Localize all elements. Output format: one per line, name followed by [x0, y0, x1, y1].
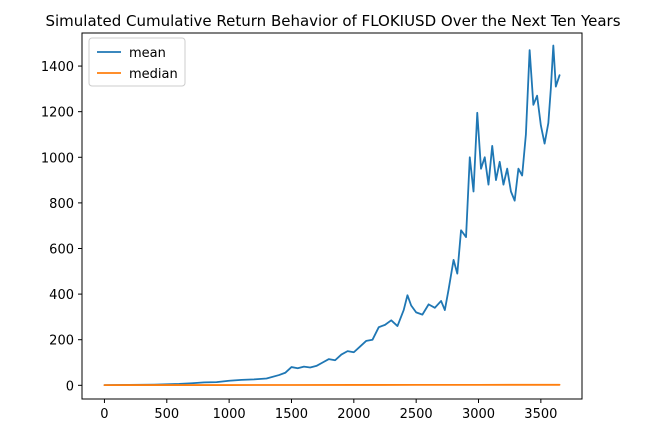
- x-tick-label: 0: [100, 407, 108, 422]
- x-tick-label: 500: [154, 407, 179, 422]
- y-tick-label: 1000: [41, 151, 74, 166]
- y-axis: 0 200 400 600 800 1000 1200 1400: [41, 60, 82, 394]
- legend-label-median: median: [129, 67, 178, 82]
- y-tick-label: 0: [66, 379, 74, 394]
- y-tick-label: 200: [49, 334, 74, 349]
- x-tick-label: 2500: [400, 407, 433, 422]
- chart-title: Simulated Cumulative Return Behavior of …: [45, 12, 620, 30]
- plot-frame: [81, 32, 583, 400]
- y-tick-label: 800: [49, 197, 74, 212]
- x-tick-label: 3000: [462, 407, 495, 422]
- series-line-mean: [103, 44, 561, 386]
- y-tick-label: 1200: [41, 106, 74, 121]
- x-tick-label: 3500: [524, 407, 557, 422]
- legend-label-mean: mean: [129, 46, 166, 61]
- x-tick-label: 2000: [337, 407, 370, 422]
- x-axis: 0 500 1000 1500 2000 2500 3000 3500: [100, 399, 557, 422]
- y-tick-label: 1400: [41, 60, 74, 75]
- y-tick-label: 600: [49, 242, 74, 257]
- x-tick-label: 1500: [275, 407, 308, 422]
- x-tick-label: 1000: [213, 407, 246, 422]
- legend-box: [88, 37, 186, 87]
- plot-area: [103, 44, 561, 386]
- y-tick-label: 400: [49, 288, 74, 303]
- legend: mean median: [88, 37, 186, 87]
